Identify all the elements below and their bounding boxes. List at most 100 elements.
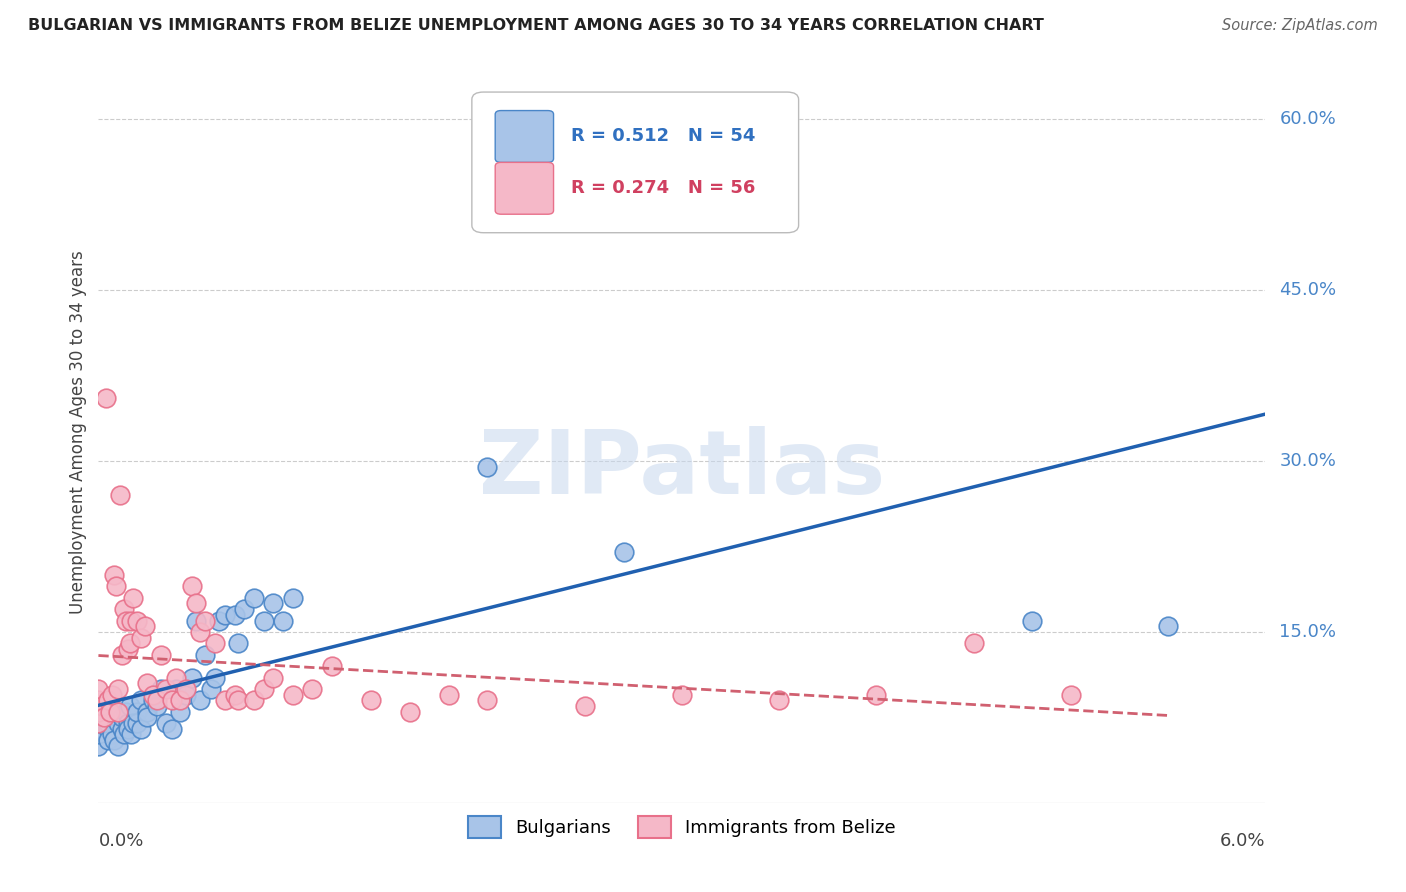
Point (107, 705, 129, 719)
Point (174, 681, 197, 696)
Point (477, 459, 499, 474)
Point (149, 681, 172, 696)
Text: BULGARIAN VS IMMIGRANTS FROM BELIZE UNEMPLOYMENT AMONG AGES 30 TO 34 YEARS CORRE: BULGARIAN VS IMMIGRANTS FROM BELIZE UNEM… (28, 18, 1045, 33)
FancyBboxPatch shape (495, 162, 554, 214)
Point (87, 739, 110, 753)
Point (204, 636, 226, 650)
Point (281, 591, 304, 605)
Point (121, 727, 143, 741)
Point (117, 716, 139, 731)
Point (127, 614, 149, 628)
Point (262, 671, 284, 685)
Point (214, 693, 236, 707)
Point (87, 716, 110, 731)
Point (101, 688, 124, 702)
Point (129, 693, 152, 707)
Point (146, 693, 169, 707)
Point (224, 688, 246, 702)
Point (101, 727, 124, 741)
Point (262, 597, 284, 611)
Point (87, 705, 110, 719)
Point (613, 163, 636, 178)
Point (91, 698, 114, 713)
Point (112, 602, 135, 616)
Point (129, 722, 152, 736)
Point (87, 716, 110, 731)
Point (208, 614, 231, 628)
Point (169, 693, 191, 707)
Point (768, 693, 790, 707)
Text: 45.0%: 45.0% (1279, 281, 1337, 299)
Text: 0.0%: 0.0% (98, 832, 143, 850)
Point (114, 705, 136, 719)
Point (214, 607, 236, 622)
Point (165, 681, 187, 696)
Point (127, 716, 149, 731)
Point (184, 614, 207, 628)
Point (111, 710, 134, 724)
Point (136, 705, 159, 719)
Text: R = 0.512   N = 54: R = 0.512 N = 54 (571, 128, 755, 145)
Point (93, 710, 115, 724)
Point (97, 733, 120, 747)
Point (165, 671, 187, 685)
Point (321, 659, 343, 673)
Point (204, 671, 226, 685)
Text: ZIPatlas: ZIPatlas (479, 426, 884, 513)
Point (146, 698, 169, 713)
Point (103, 733, 125, 747)
Point (437, 688, 460, 702)
Point (233, 602, 256, 616)
Point (169, 705, 191, 719)
Point (108, 488, 131, 502)
Point (865, 688, 887, 702)
Point (1157, 619, 1180, 633)
Point (136, 710, 159, 724)
Point (142, 693, 165, 707)
Point (136, 676, 159, 690)
Point (107, 681, 129, 696)
Point (122, 716, 145, 731)
Point (103, 568, 125, 582)
Point (243, 693, 266, 707)
Point (111, 722, 134, 736)
Text: 60.0%: 60.0% (1279, 111, 1336, 128)
Point (188, 624, 211, 639)
Point (184, 597, 207, 611)
Point (107, 739, 129, 753)
Text: 30.0%: 30.0% (1279, 452, 1336, 470)
Y-axis label: Unemployment Among Ages 30 to 34 years: Unemployment Among Ages 30 to 34 years (69, 251, 87, 615)
Point (613, 545, 636, 559)
Point (149, 648, 172, 662)
Point (180, 671, 202, 685)
Point (301, 681, 323, 696)
Point (96, 392, 118, 406)
Text: 6.0%: 6.0% (1220, 832, 1265, 850)
Point (118, 636, 141, 650)
Legend: Bulgarians, Immigrants from Belize: Bulgarians, Immigrants from Belize (461, 809, 903, 846)
Point (111, 648, 134, 662)
Point (360, 693, 382, 707)
Point (962, 636, 984, 650)
Point (142, 688, 165, 702)
Point (97, 722, 120, 736)
Point (87, 693, 110, 707)
Point (200, 681, 222, 696)
Point (228, 693, 250, 707)
Point (194, 614, 217, 628)
Point (155, 681, 177, 696)
Point (155, 716, 177, 731)
Point (174, 688, 197, 702)
Point (118, 698, 141, 713)
Point (114, 614, 136, 628)
Point (1060, 688, 1083, 702)
Point (122, 591, 145, 605)
Point (107, 705, 129, 719)
Point (127, 705, 149, 719)
Point (97, 716, 120, 731)
Point (188, 693, 211, 707)
Point (112, 727, 135, 741)
Point (671, 688, 693, 702)
Point (162, 693, 184, 707)
Point (98, 705, 121, 719)
